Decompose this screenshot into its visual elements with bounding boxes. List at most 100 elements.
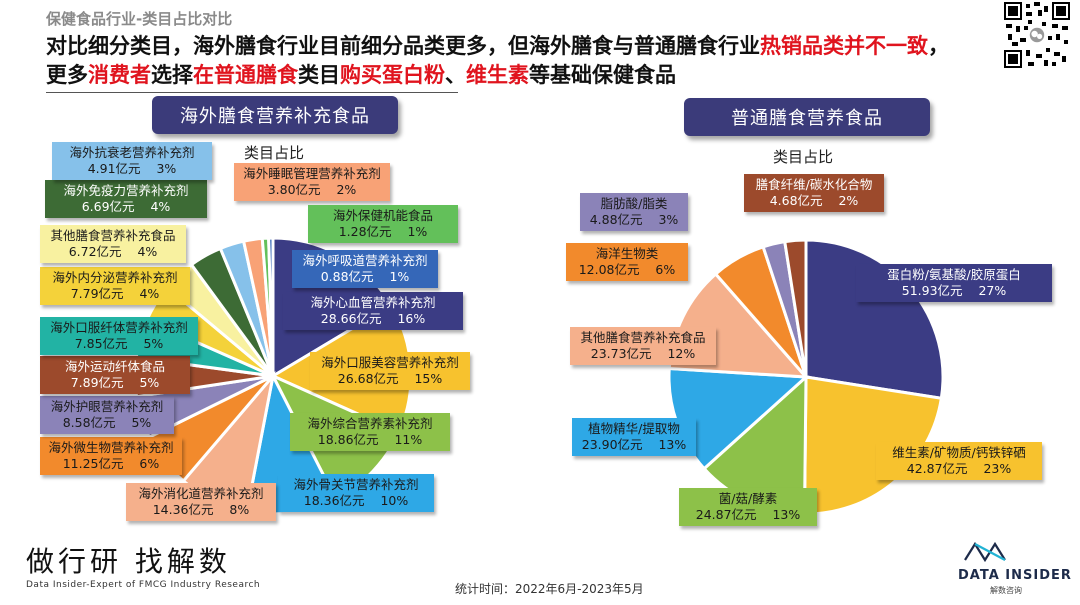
slice-label-share: 6% xyxy=(655,262,676,277)
slice-label-name: 海外消化道营养补充剂 xyxy=(138,486,264,501)
slice-label-name: 海外口服纤体营养补充剂 xyxy=(50,320,188,335)
slice-label: 海外消化道营养补充剂 14.36亿元 8% xyxy=(126,483,276,521)
slice-label: 维生素/矿物质/钙铁锌硒 42.87亿元 23% xyxy=(876,442,1042,480)
slice-label-value: 1.28亿元 xyxy=(338,224,392,239)
slice-label-share: 5% xyxy=(131,415,152,430)
slice-label: 海洋生物类 12.08亿元 6% xyxy=(566,243,688,281)
slice-label-name: 其他膳食营养补充食品 xyxy=(580,330,706,345)
slice-label-value: 12.08亿元 xyxy=(578,262,640,277)
slice-label-share: 1% xyxy=(389,269,410,284)
slice-label-value: 4.68亿元 xyxy=(769,193,823,208)
slice-label-name: 海外口服美容营养补充剂 xyxy=(321,355,459,370)
headline-text: 等基础保健食品 xyxy=(529,63,676,87)
header-divider xyxy=(46,92,458,93)
slice-label-name: 维生素/矿物质/钙铁锌硒 xyxy=(892,445,1026,460)
slice-label-name: 海洋生物类 xyxy=(595,246,659,261)
slice-label-name: 海外保健机能食品 xyxy=(332,208,433,223)
slice-label: 菌/菇/酵素 24.87亿元 13% xyxy=(679,488,817,526)
slice-label-value: 6.69亿元 xyxy=(81,199,135,214)
slice-label-name: 海外内分泌营养补充剂 xyxy=(52,270,178,285)
slice-label-value: 51.93亿元 xyxy=(901,283,963,298)
slice-label-share: 16% xyxy=(397,311,426,326)
slice-label: 植物精华/提取物 23.90亿元 13% xyxy=(572,418,696,456)
regular-chart-subtitle: 类目占比 xyxy=(773,148,834,166)
slice-label-value: 0.88亿元 xyxy=(320,269,374,284)
slice-label-value: 11.25亿元 xyxy=(62,456,124,471)
pie-slice xyxy=(802,375,944,516)
slice-label-share: 27% xyxy=(978,283,1007,298)
slice-label: 海外内分泌营养补充剂 7.79亿元 4% xyxy=(40,267,190,305)
slice-label: 海外微生物营养补充剂 11.25亿元 6% xyxy=(40,437,182,475)
slice-label-value: 18.36亿元 xyxy=(303,493,365,508)
headline-highlight: 维生素 xyxy=(466,63,529,87)
slice-label-value: 7.89亿元 xyxy=(70,375,124,390)
headline-text: 、 xyxy=(445,63,466,87)
slice-label-name: 海外抗衰老营养补充剂 xyxy=(69,145,195,160)
qr-code-icon xyxy=(1004,2,1070,68)
slice-label: 蛋白粉/氨基酸/胶原蛋白 51.93亿元 27% xyxy=(856,264,1052,302)
slice-label: 海外口服美容营养补充剂 26.68亿元 15% xyxy=(310,352,470,390)
slice-label: 膳食纤维/碳水化合物 4.68亿元 2% xyxy=(744,174,884,212)
slice-label-share: 11% xyxy=(394,432,423,447)
headline-text: 选择 xyxy=(151,63,193,87)
slice-label-share: 4% xyxy=(139,286,160,301)
slice-label-value: 24.87亿元 xyxy=(695,507,757,522)
slice-label-name: 海外微生物营养补充剂 xyxy=(48,440,174,455)
brand-name: DATA INSIDER xyxy=(958,568,1072,583)
slice-label-share: 13% xyxy=(658,437,687,452)
slice-label: 海外运动纤体食品 7.89亿元 5% xyxy=(40,356,190,394)
slice-label-value: 28.66亿元 xyxy=(320,311,382,326)
slice-label-share: 3% xyxy=(156,161,177,176)
slice-label: 其他膳食营养补充食品 6.72亿元 4% xyxy=(40,225,186,263)
slice-label-name: 植物精华/提取物 xyxy=(588,421,680,436)
slice-label-name: 海外护眼营养补充剂 xyxy=(50,399,164,414)
slice-label-value: 3.80亿元 xyxy=(267,182,321,197)
slice-label-name: 海外骨关节营养补充剂 xyxy=(293,477,419,492)
slice-label-share: 5% xyxy=(139,375,160,390)
slice-label: 海外护眼营养补充剂 8.58亿元 5% xyxy=(40,396,174,434)
regular-pie xyxy=(667,238,945,516)
slice-label-share: 23% xyxy=(983,461,1012,476)
stat-period: 统计时间：2022年6月-2023年5月 xyxy=(455,582,644,596)
slice-label: 海外心血管营养补充剂 28.66亿元 16% xyxy=(283,292,463,330)
overseas-chart-title: 海外膳食营养补充食品 xyxy=(152,96,398,134)
slice-label-name: 海外呼吸道营养补充剂 xyxy=(302,253,428,268)
slice-label-name: 其他膳食营养补充食品 xyxy=(50,228,176,243)
section-category: 保健食品行业-类目占比对比 xyxy=(46,10,233,28)
slice-label-name: 海外心血管营养补充剂 xyxy=(310,295,436,310)
slice-label-value: 8.58亿元 xyxy=(62,415,116,430)
headline-text: 对比细分类目，海外膳食行业目前细分品类更多，但海外膳食与普通膳食行业 xyxy=(46,34,760,58)
slice-label-share: 5% xyxy=(143,336,164,351)
slice-label: 其他膳食营养补充食品 23.73亿元 12% xyxy=(570,327,716,365)
pie-slice xyxy=(783,238,808,378)
page-headline: 对比细分类目，海外膳食行业目前细分品类更多，但海外膳食与普通膳食行业热销品类并不… xyxy=(46,32,966,90)
slice-label-value: 26.68亿元 xyxy=(337,371,399,386)
slice-label-name: 海外睡眠管理营养补充剂 xyxy=(243,166,381,181)
slice-label-value: 7.85亿元 xyxy=(74,336,128,351)
slice-label-share: 12% xyxy=(667,346,696,361)
slice-label: 海外口服纤体营养补充剂 7.85亿元 5% xyxy=(40,317,198,355)
slice-label-share: 13% xyxy=(772,507,801,522)
slice-label-share: 10% xyxy=(380,493,409,508)
overseas-chart-subtitle: 类目占比 xyxy=(244,144,305,162)
regular-chart-title: 普通膳食营养食品 xyxy=(684,98,930,136)
brand-name-cn: 解数咨询 xyxy=(990,586,1022,595)
headline-text: 类目 xyxy=(298,63,340,87)
slice-label-share: 2% xyxy=(838,193,859,208)
slice-label-value: 18.86亿元 xyxy=(317,432,379,447)
footer-tagline: Data Insider-Expert of FMCG Industry Res… xyxy=(26,580,261,590)
slice-label-share: 3% xyxy=(658,212,679,227)
slice-label-share: 2% xyxy=(336,182,357,197)
pie-slice xyxy=(267,236,275,377)
slice-label-name: 海外综合营养素补充剂 xyxy=(307,416,433,431)
headline-text: ，更多 xyxy=(46,34,949,87)
slice-label: 海外抗衰老营养补充剂 4.91亿元 3% xyxy=(52,142,212,180)
footer-slogan: 做行研 找解数 xyxy=(26,545,231,578)
slice-label-share: 15% xyxy=(414,371,443,386)
slice-label: 海外综合营养素补充剂 18.86亿元 11% xyxy=(290,413,450,451)
slice-label: 脂肪酸/脂类 4.88亿元 3% xyxy=(580,193,688,231)
headline-highlight: 购买蛋白粉 xyxy=(340,63,445,87)
slice-label-value: 7.79亿元 xyxy=(70,286,124,301)
slice-label-share: 4% xyxy=(150,199,171,214)
slice-label-value: 42.87亿元 xyxy=(906,461,968,476)
